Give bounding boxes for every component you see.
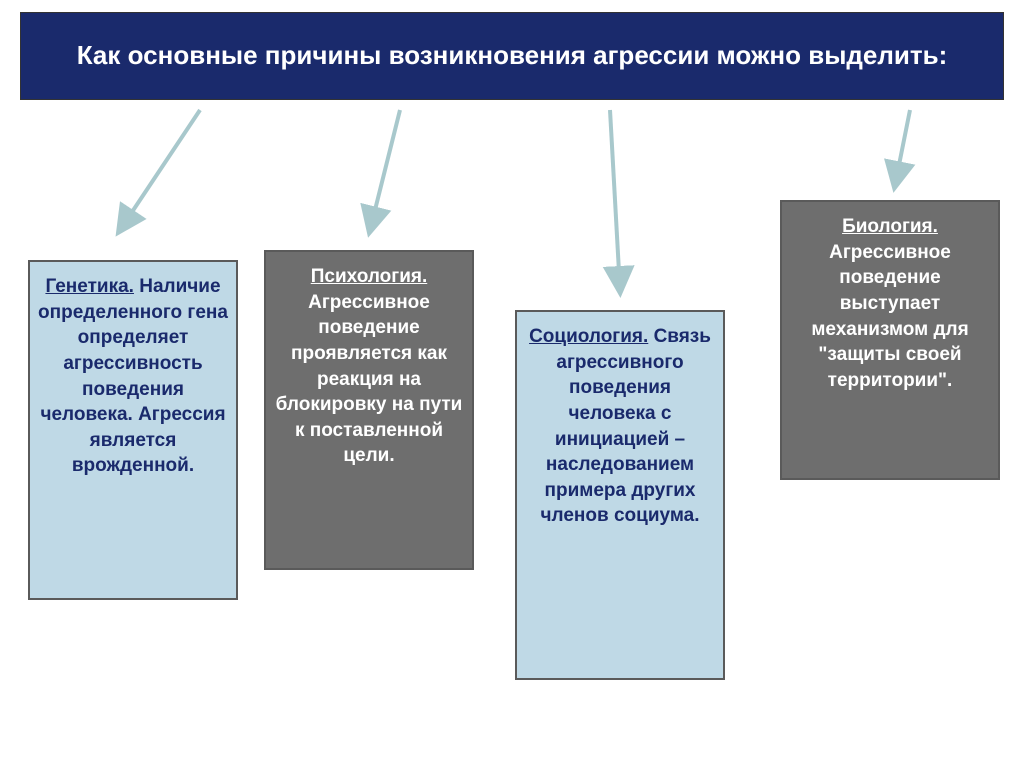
box-psychology-body: Агрессивное поведение проявляется как ре… <box>276 292 463 467</box>
box-sociology-heading: Социология. <box>529 326 648 347</box>
box-genetics-heading: Генетика. <box>45 276 134 297</box>
box-biology: Биология. Агрессивное поведение выступае… <box>780 200 1000 480</box>
box-biology-heading: Биология. <box>842 216 938 237</box>
box-genetics-body: Наличие определенного гена определяет аг… <box>38 276 228 476</box>
diagram-title-bar: Как основные причины возникновения агрес… <box>20 12 1004 100</box>
arrow-to-biology <box>895 110 910 185</box>
box-genetics: Генетика. Наличие определенного гена опр… <box>28 260 238 600</box>
arrow-to-sociology <box>610 110 620 290</box>
box-psychology-heading: Психология. <box>311 266 428 287</box>
box-psychology: Психология. Агрессивное поведение проявл… <box>264 250 474 570</box>
box-biology-body: Агрессивное поведение выступает механизм… <box>811 242 968 391</box>
box-sociology: Социология. Связь агрессивного поведения… <box>515 310 725 680</box>
arrow-to-psychology <box>370 110 400 230</box>
arrow-to-genetics <box>120 110 200 230</box>
diagram-title-text: Как основные причины возникновения агрес… <box>77 39 948 73</box>
box-sociology-body: Связь агрессивного поведения человека с … <box>541 326 711 526</box>
